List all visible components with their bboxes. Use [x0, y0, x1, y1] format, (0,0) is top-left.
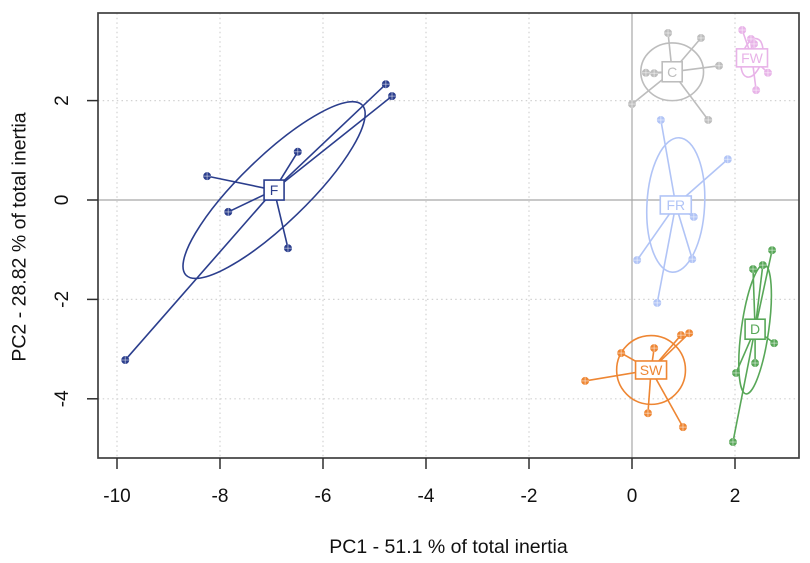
spider-line: [273, 83, 387, 191]
inertia-ellipse: [615, 334, 687, 406]
spider-line: [206, 175, 275, 191]
cluster-FR: FR: [633, 115, 732, 307]
spider-line: [754, 250, 773, 330]
cluster-F: F: [121, 80, 397, 365]
y-tick-label: 0: [52, 195, 73, 206]
plot-border: [97, 12, 800, 459]
spider-line: [124, 189, 275, 361]
spider-line: [660, 119, 677, 206]
x-tick-label: 0: [627, 486, 638, 507]
cluster-SW: SW: [581, 329, 694, 432]
x-tick-label: 2: [730, 486, 741, 507]
inertia-ellipse: [639, 42, 705, 102]
centroid-label-box: [735, 48, 769, 68]
centroid-label: F: [270, 182, 279, 198]
centroid-label: SW: [640, 362, 663, 378]
inertia-ellipse: [645, 136, 706, 273]
cluster-C: C: [628, 29, 724, 124]
cluster-FW: FW: [735, 26, 772, 95]
x-axis-title: PC1 - 51.1 % of total inertia: [329, 536, 568, 558]
cluster-D: D: [728, 246, 779, 447]
centroid-label-box: [659, 195, 693, 215]
centroid-label-box: [263, 179, 285, 201]
x-tick-label: -4: [418, 486, 435, 507]
x-tick-label: -10: [103, 486, 130, 507]
centroid-label-box: [744, 318, 766, 341]
x-tick-label: -2: [521, 486, 538, 507]
spider-line: [656, 204, 677, 304]
x-tick-label: -6: [315, 486, 332, 507]
centroid-label: C: [667, 64, 677, 80]
x-tick-label: -8: [212, 486, 229, 507]
centroid-label: FW: [741, 50, 764, 66]
spider-line: [273, 95, 393, 191]
spider-line: [732, 329, 756, 443]
y-tick-label: -4: [52, 390, 73, 407]
y-tick-label: -2: [52, 291, 73, 308]
centroid-label: FR: [666, 197, 685, 213]
y-tick-label: 2: [52, 95, 73, 106]
y-axis-title: PC2 - 28.82 % of total inertia: [8, 112, 31, 362]
centroid-label-box: [634, 360, 668, 380]
centroid-label: D: [750, 321, 760, 337]
inertia-ellipse: [182, 100, 366, 280]
centroid-label-box: [661, 60, 683, 83]
